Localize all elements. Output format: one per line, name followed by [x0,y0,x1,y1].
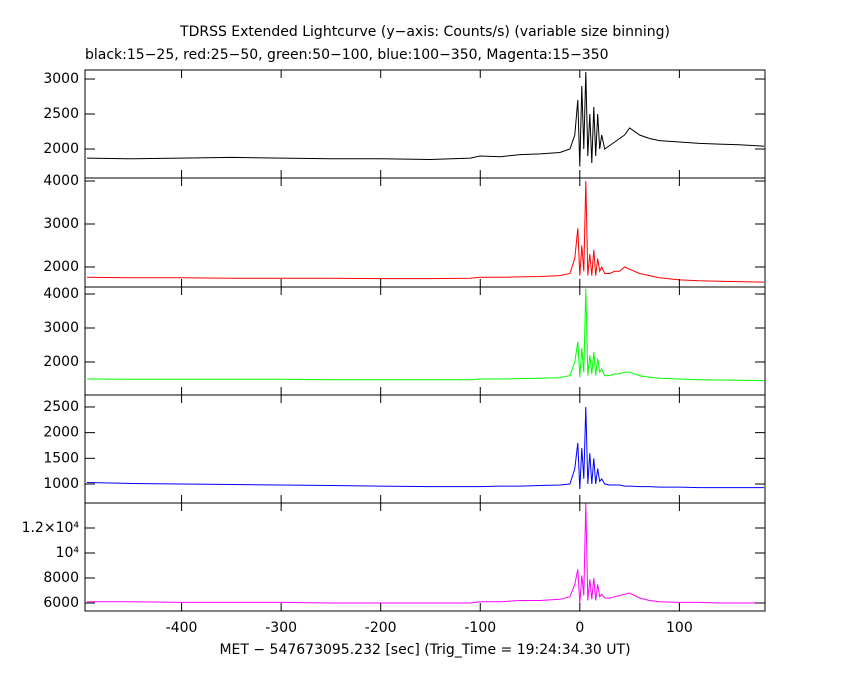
series-line [86,71,765,167]
x-tick-label: 0 [575,620,584,636]
y-tick-label: 2500 [43,106,79,122]
y-tick-label: 2000 [43,259,79,275]
x-tick-label: -200 [365,620,397,636]
series-line [86,288,765,382]
panel-frame [84,177,766,288]
y-tick-label: 8000 [43,570,79,586]
y-tick-label: 3000 [43,216,79,232]
y-tick-label: 3000 [43,320,79,336]
y-tick-label: 1500 [43,450,79,466]
x-tick-label: 100 [666,620,693,636]
x-tick-label: -100 [464,620,496,636]
x-tick-label: -400 [166,620,198,636]
y-tick-label: 6000 [43,595,79,611]
y-tick-label: 4000 [43,173,79,189]
panel-frame [84,502,766,612]
y-tick-label: 3000 [43,71,79,87]
y-tick-label: 10⁴ [56,545,80,561]
series-line [86,180,765,283]
y-tick-label: 4000 [43,286,79,302]
series-line [86,406,764,490]
y-tick-label: 1000 [43,476,79,492]
chart-title: TDRSS Extended Lightcurve (y−axis: Count… [179,24,670,40]
x-tick-label: -300 [265,620,297,636]
y-tick-label: 2500 [43,399,79,415]
y-tick-label: 2000 [43,354,79,370]
x-axis-label: MET − 547673095.232 [sec] (Trig_Time = 1… [219,642,630,658]
y-tick-label: 2000 [43,425,79,441]
chart-subtitle: black:15−25, red:25−50, green:50−100, bl… [85,47,609,63]
panel-frame [84,69,766,179]
series-line [87,503,764,604]
y-tick-label: 2000 [43,141,79,157]
y-tick-label: 1.2×10⁴ [22,520,80,536]
